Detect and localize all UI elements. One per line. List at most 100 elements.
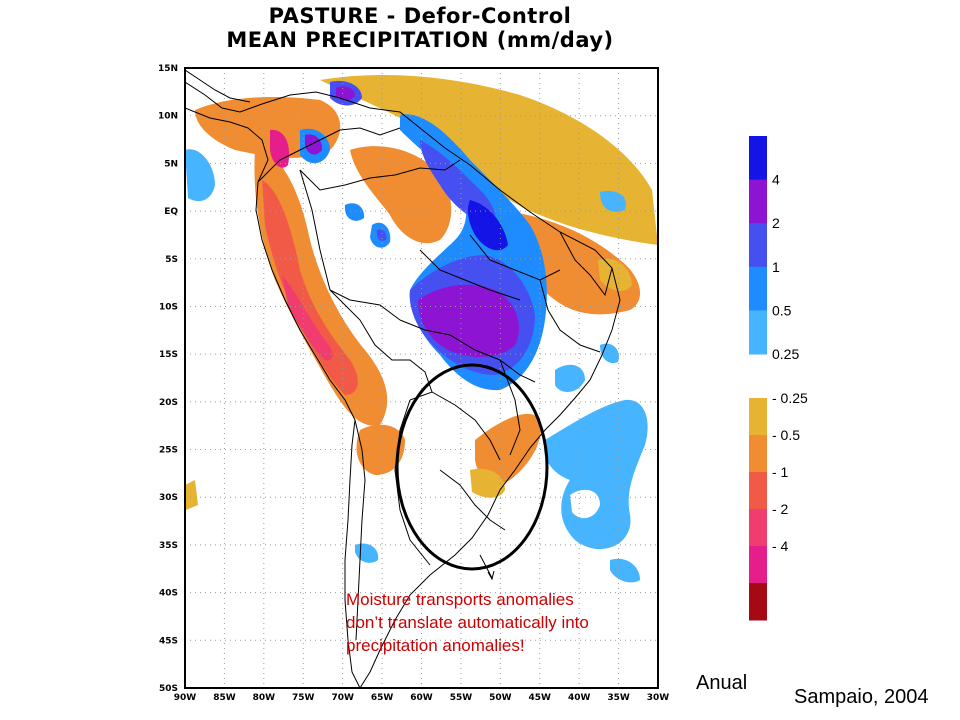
border-brazil-states-3: [419, 249, 521, 301]
x-tick-label: 50W: [489, 693, 512, 703]
legend-negative-swatch: [749, 546, 767, 584]
central-brazil-deep-blue: [467, 200, 508, 251]
legend-negative-label: - 0.5: [772, 427, 800, 443]
y-tick-label: 40S: [159, 589, 178, 599]
x-tick-label: 45W: [529, 693, 552, 703]
legend-positive-swatch: [749, 266, 767, 311]
chart-title: PASTURE - Defor-Control MEAN PRECIPITATI…: [170, 4, 670, 52]
la-plata-light: [470, 468, 505, 498]
border-bolivia: [329, 289, 433, 393]
y-axis-tick-labels: 15N 10N 5N EQ 5S 10S 15S 20S 25S 30S 35S 40S 45S 50S: [158, 64, 178, 694]
legend-negative-swatch: [749, 472, 767, 510]
legend-negative-label: - 1: [772, 464, 789, 480]
x-tick-label: 40W: [568, 693, 591, 703]
andes-red: [262, 180, 358, 395]
annotation-note: Moisture transports anomalies don’t tran…: [346, 588, 589, 657]
pacific-light-blue: [185, 149, 215, 202]
legend-negative-swatch: [749, 583, 767, 621]
y-tick-label: 10N: [158, 112, 178, 122]
annotation-note-line-1: Moisture transports anomalies: [346, 590, 574, 609]
border-chile-argentina: [354, 419, 366, 641]
y-tick-label: 15N: [158, 64, 178, 74]
legend-negative-label: - 0.25: [772, 390, 808, 406]
legend-negative-label: - 2: [772, 501, 789, 517]
y-tick-label: 45S: [159, 636, 178, 646]
legend-positive-swatch: [749, 310, 767, 355]
x-tick-label: 85W: [213, 693, 236, 703]
chile-coast-light: [185, 480, 198, 510]
andes-orange: [254, 150, 388, 426]
x-tick-label: 75W: [292, 693, 315, 703]
period-label: Anual: [696, 672, 748, 694]
ne-coast-light: [598, 258, 632, 292]
x-tick-label: 60W: [410, 693, 433, 703]
x-tick-label: 30W: [647, 693, 670, 703]
legend-positive-label: 4: [772, 172, 780, 188]
atlantic-east-blue: [610, 558, 640, 583]
border-brazil-states-1: [469, 234, 561, 281]
brazil-east-blue: [555, 364, 585, 392]
guianas-orange: [350, 146, 452, 244]
x-tick-label: 90W: [174, 693, 197, 703]
y-tick-label: 30S: [159, 493, 178, 503]
legend-positive-label: 2: [772, 215, 780, 231]
x-tick-label: 65W: [371, 693, 394, 703]
y-tick-label: 15S: [159, 350, 178, 360]
x-tick-label: 55W: [450, 693, 473, 703]
border-brazil-states-4: [499, 359, 521, 456]
source-credit: Sampaio, 2004: [794, 686, 929, 708]
y-tick-label: 5S: [165, 255, 178, 265]
border-brazil-states-2: [539, 279, 601, 353]
chart-title-line-1: PASTURE - Defor-Control: [268, 4, 572, 28]
anomaly-fields: [185, 75, 658, 583]
legend-negative-swatch: [749, 398, 767, 436]
border-brazil-north: [299, 159, 461, 191]
annotation-note-line-3: precipitation anomalies!: [346, 636, 525, 655]
annotation-arrowhead: [487, 570, 495, 581]
border-colombia-venezuela: [257, 127, 401, 183]
annotation-arrow: [479, 554, 493, 579]
border-paraguay: [409, 391, 501, 461]
south-atlantic-ring-hole: [570, 489, 600, 519]
y-tick-label: 10S: [159, 302, 178, 312]
legend-negative-swatch: [749, 435, 767, 473]
legend-negative: - 0.25 - 0.5 - 1 - 2 - 4: [749, 390, 808, 621]
legend-positive-swatch: [749, 179, 767, 224]
colombia-purple: [305, 134, 323, 155]
border-argentina-uruguay: [439, 469, 506, 531]
y-tick-label: 50S: [159, 684, 178, 694]
border-central-america: [185, 69, 251, 103]
annotation-note-line-2: don’t translate automatically into: [346, 613, 589, 632]
chart-title-line-2: MEAN PRECIPITATION (mm/day): [226, 28, 614, 52]
legend-positive: 4 2 1 0.5 0.25: [749, 136, 799, 362]
south-atlantic-blue: [544, 399, 648, 550]
venezuela-purple: [336, 86, 355, 101]
border-northeast-states: [559, 231, 613, 297]
x-tick-label: 70W: [331, 693, 354, 703]
legend-positive-swatch: [749, 136, 767, 181]
x-axis-tick-labels: 90W 85W 80W 75W 70W 65W 60W 55W 50W 45W 40W 35W 30W: [174, 693, 670, 703]
legend-positive-label: 0.25: [772, 346, 799, 362]
highlight-circle: [395, 363, 549, 571]
border-brazil-interior: [399, 319, 536, 383]
continent-outline: [185, 81, 621, 688]
legend-positive-label: 0.5: [772, 302, 792, 318]
x-tick-label: 80W: [253, 693, 276, 703]
y-tick-label: 20S: [159, 398, 178, 408]
central-brazil-purple: [418, 284, 519, 357]
la-plata-orange: [475, 413, 541, 484]
legend-negative-swatch: [749, 509, 767, 547]
y-tick-label: 35S: [159, 541, 178, 551]
positive-anomaly-areas: [185, 80, 648, 583]
caribbean-light-blue: [600, 190, 626, 212]
y-tick-label: 25S: [159, 446, 178, 456]
grid-lines: [185, 68, 658, 688]
y-tick-label: EQ: [164, 207, 178, 217]
y-tick-label: 5N: [164, 159, 178, 169]
legend-negative-label: - 4: [772, 538, 789, 554]
legend-positive-label: 1: [772, 259, 780, 275]
plot-frame: [184, 67, 659, 689]
x-tick-label: 35W: [607, 693, 630, 703]
peru-magenta: [282, 275, 333, 361]
